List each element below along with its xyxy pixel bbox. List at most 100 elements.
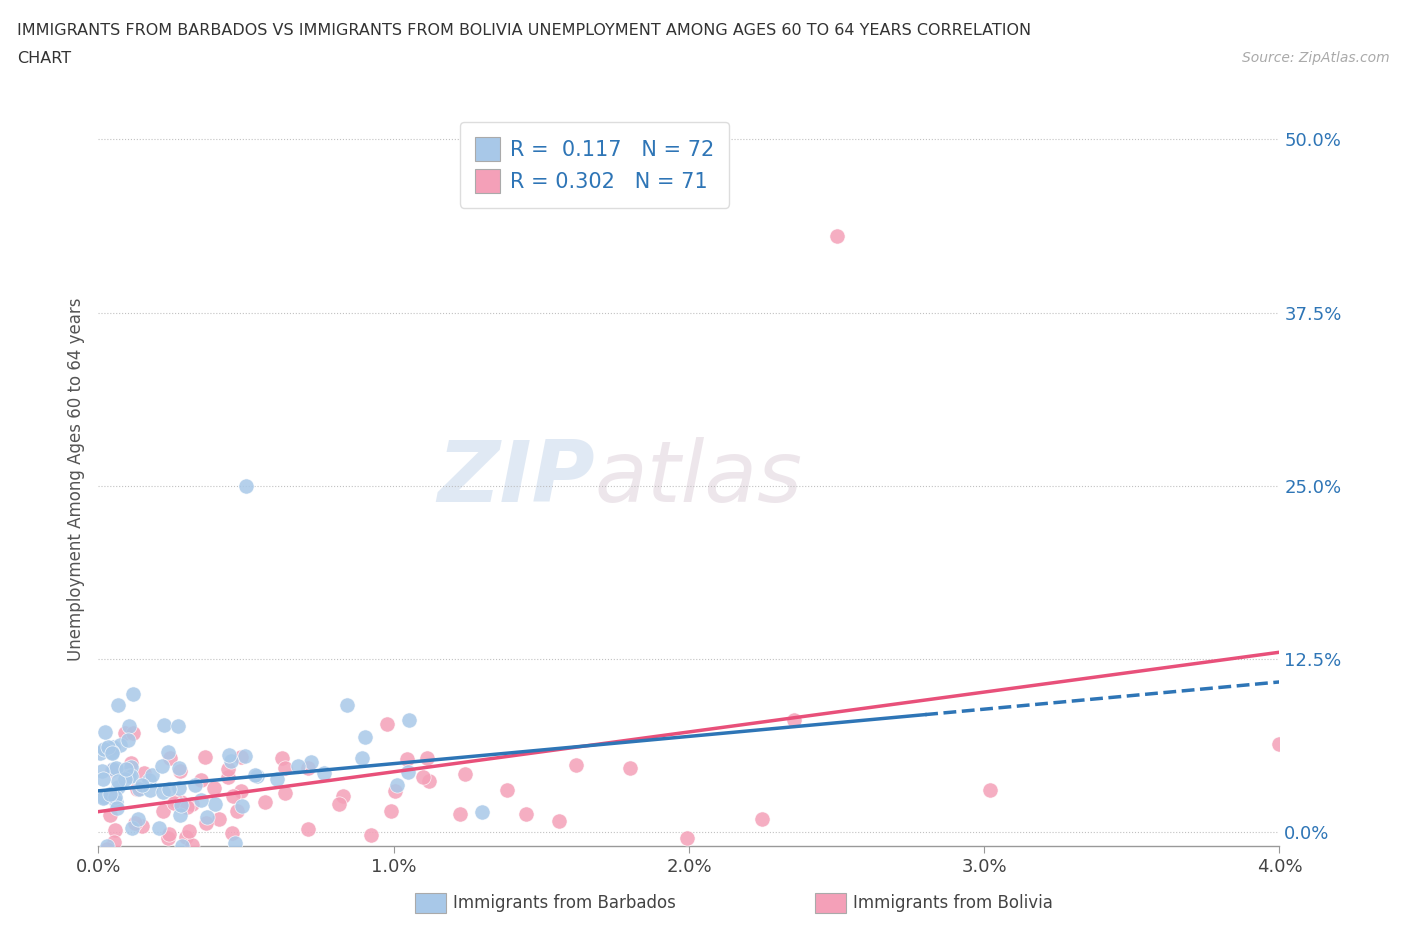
Point: [176, 799, 198, 814]
Point: [101, 746, 124, 761]
Point: [132, 765, 155, 780]
Point: [354, 729, 377, 744]
Point: [332, 789, 354, 804]
Text: CHART: CHART: [17, 51, 70, 66]
Point: [675, 830, 697, 845]
Point: [156, 744, 179, 759]
Point: [565, 758, 588, 773]
Point: [375, 717, 398, 732]
Point: [103, 762, 125, 777]
Point: [108, 853, 131, 868]
Point: [287, 758, 309, 773]
Point: [94, 724, 117, 739]
Point: [114, 725, 136, 740]
Point: [396, 751, 419, 766]
Point: [93, 790, 115, 804]
Point: [202, 780, 225, 795]
Point: [170, 794, 193, 809]
Point: [418, 774, 440, 789]
Point: [328, 797, 350, 812]
Point: [107, 698, 129, 712]
Point: [547, 814, 569, 829]
Point: [107, 774, 129, 789]
Point: [120, 760, 142, 775]
Point: [122, 687, 145, 702]
Point: [96, 739, 118, 754]
Point: [246, 769, 269, 784]
Point: [139, 782, 162, 797]
Point: [380, 804, 402, 818]
Point: [271, 751, 294, 765]
Point: [157, 782, 180, 797]
Point: [384, 784, 406, 799]
Y-axis label: Unemployment Among Ages 60 to 64 years: Unemployment Among Ages 60 to 64 years: [66, 298, 84, 660]
Point: [416, 751, 439, 765]
Point: [330, 853, 353, 868]
Point: [128, 782, 150, 797]
Point: [222, 789, 245, 804]
Point: [117, 733, 139, 748]
Point: [471, 804, 494, 819]
Point: [91, 771, 114, 786]
Point: [127, 781, 149, 796]
Point: [98, 787, 121, 802]
Point: [89, 745, 111, 760]
Point: [194, 750, 217, 764]
Point: [454, 766, 477, 781]
Point: [336, 698, 359, 712]
Point: [297, 761, 319, 776]
Text: ZIP: ZIP: [437, 437, 595, 521]
Point: [217, 762, 239, 777]
Point: [124, 816, 146, 830]
Point: [398, 712, 420, 727]
Point: [108, 737, 131, 752]
Point: [217, 770, 239, 785]
Point: [169, 808, 191, 823]
Point: [181, 837, 204, 852]
Point: [115, 762, 138, 777]
Point: [90, 763, 112, 777]
Point: [243, 767, 266, 782]
Point: [120, 768, 142, 783]
Point: [104, 790, 127, 804]
Point: [104, 823, 127, 838]
Point: [782, 712, 804, 727]
Point: [107, 780, 129, 795]
Point: [93, 741, 115, 756]
Point: [138, 772, 160, 787]
Point: [148, 821, 170, 836]
Text: atlas: atlas: [595, 437, 803, 521]
Legend: R =  0.117   N = 72, R = 0.302   N = 71: R = 0.117 N = 72, R = 0.302 N = 71: [460, 122, 728, 207]
Point: [218, 747, 240, 762]
Point: [121, 820, 143, 835]
Point: [122, 853, 145, 868]
Point: [100, 808, 122, 823]
Point: [751, 812, 773, 827]
Point: [412, 769, 434, 784]
Point: [131, 778, 153, 793]
Point: [204, 797, 226, 812]
Point: [229, 750, 252, 764]
Text: Immigrants from Bolivia: Immigrants from Bolivia: [853, 894, 1053, 912]
Point: [114, 772, 136, 787]
Point: [197, 810, 219, 825]
Point: [179, 823, 201, 838]
Point: [221, 825, 243, 840]
Point: [156, 830, 179, 845]
Point: [496, 782, 519, 797]
Point: [96, 842, 118, 857]
Point: [96, 839, 118, 854]
Text: Source: ZipAtlas.com: Source: ZipAtlas.com: [1241, 51, 1389, 65]
Point: [91, 791, 114, 806]
Point: [141, 768, 163, 783]
Point: [229, 784, 252, 799]
Point: [157, 827, 180, 842]
Point: [235, 478, 257, 493]
Point: [150, 758, 173, 773]
Point: [231, 798, 253, 813]
Point: [195, 816, 218, 830]
Point: [127, 812, 149, 827]
Point: [131, 818, 153, 833]
Point: [224, 835, 246, 850]
Point: [350, 751, 373, 765]
